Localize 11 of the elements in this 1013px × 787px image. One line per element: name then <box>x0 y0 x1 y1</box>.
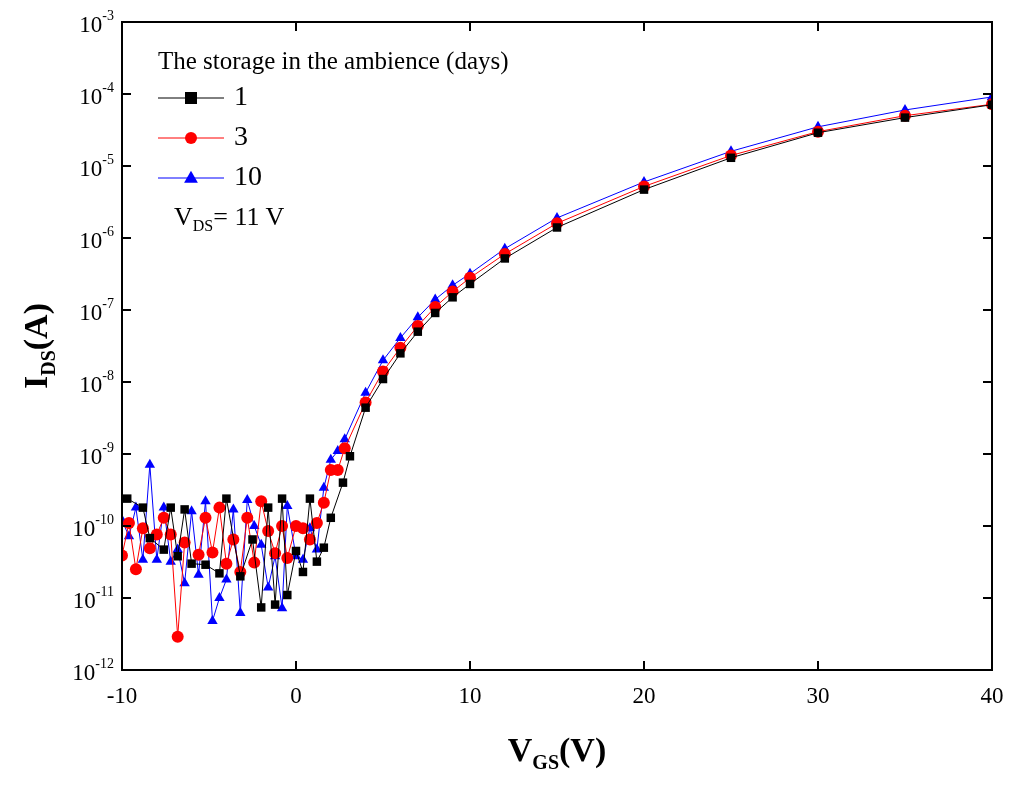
y-axis-title: IDS(A) <box>16 303 60 389</box>
x-tick-label: 20 <box>632 683 656 709</box>
x-tick-label: -10 <box>106 683 138 709</box>
legend-title: The storage in the ambience (days) <box>158 46 509 75</box>
legend-label: 10 <box>234 160 262 192</box>
x-tick-label: 10 <box>458 683 482 709</box>
x-tick-label: 0 <box>290 683 302 709</box>
x-tick-label: 30 <box>806 683 830 709</box>
legend-label: 1 <box>234 80 248 112</box>
x-tick-label: 40 <box>980 683 1004 709</box>
legend-label: 3 <box>234 120 248 152</box>
